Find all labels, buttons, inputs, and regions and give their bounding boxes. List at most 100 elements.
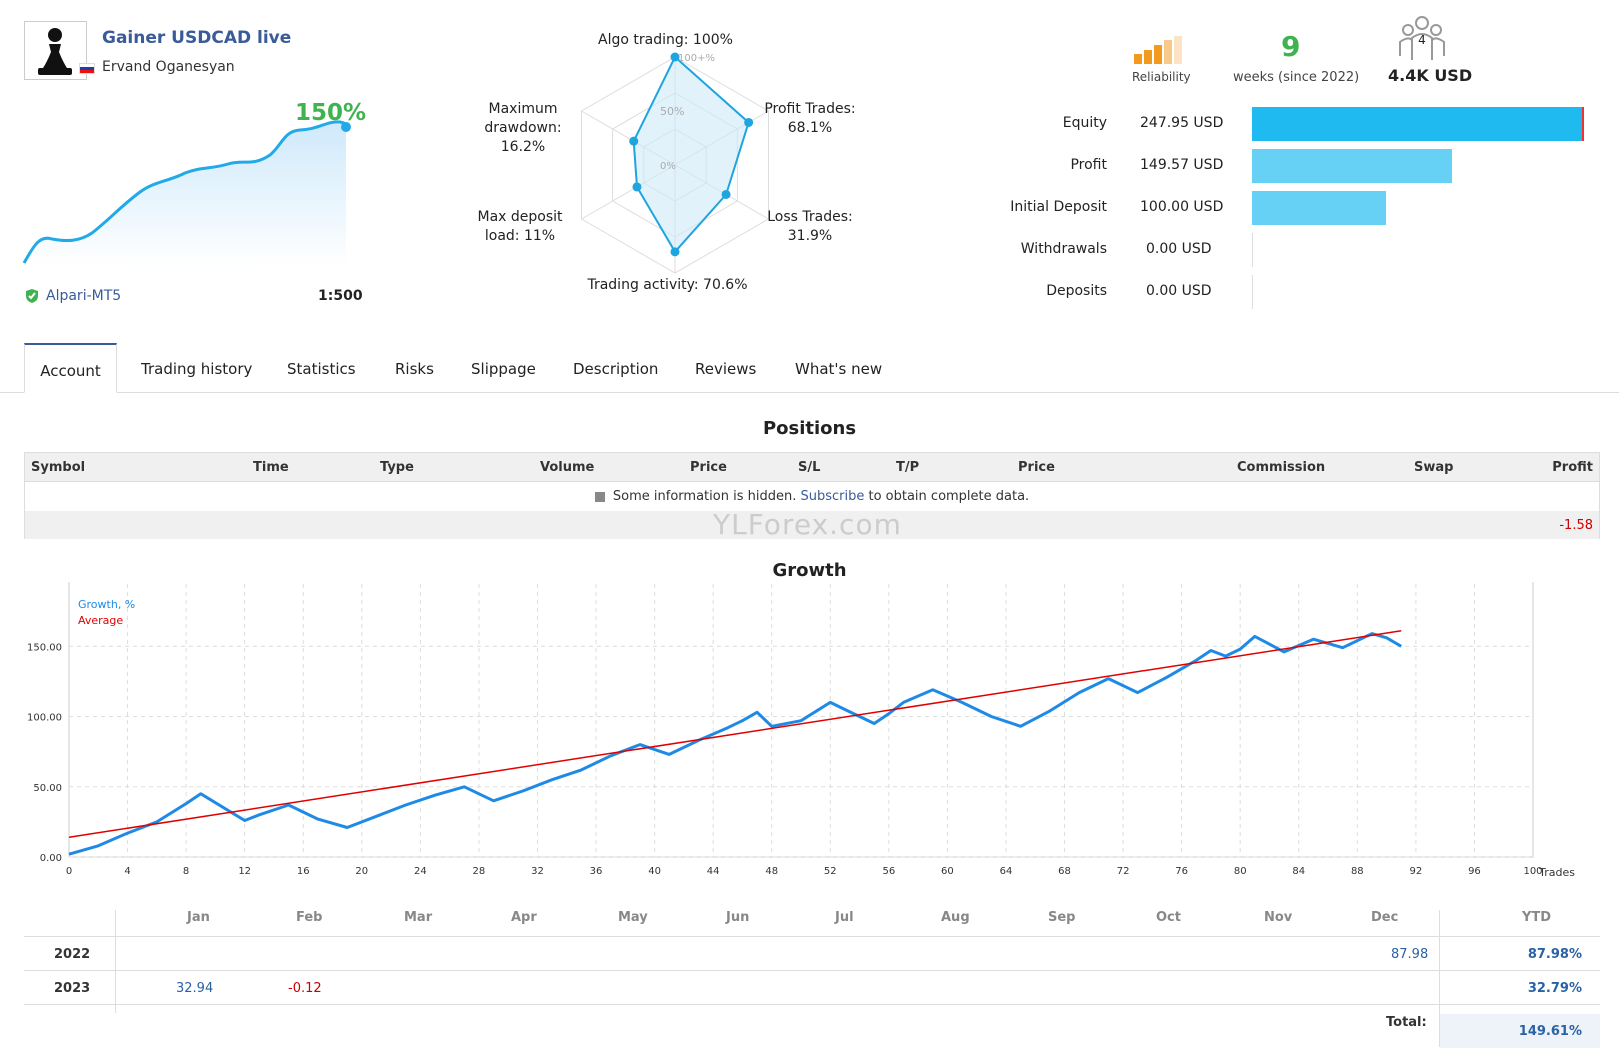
col-volume[interactable]: Volume	[540, 460, 595, 475]
radar-scale-0: 0%	[660, 161, 676, 172]
value-2023-jan: 32.94	[176, 981, 214, 996]
signal-title[interactable]: Gainer USDCAD live	[102, 28, 292, 48]
y-tick-label: 150.00	[27, 642, 62, 653]
x-tick-label: 4	[124, 866, 130, 877]
x-tick-label: 52	[824, 866, 837, 877]
total-label: Total:	[1386, 1015, 1427, 1030]
x-tick-label: 32	[531, 866, 544, 877]
tab-statistics[interactable]: Statistics	[287, 360, 356, 378]
growth-axis-ticks: 0.0050.00100.00150.00200.000481216202428…	[27, 582, 1543, 877]
col-tp[interactable]: T/P	[896, 460, 920, 475]
balance-bar-initial-deposit	[1252, 191, 1386, 225]
radar-label-loss: Loss Trades: 31.9%	[760, 208, 860, 246]
month-header-nov: Nov	[1264, 910, 1293, 925]
positions-table: Symbol Time Type Volume Price S/L T/P Pr…	[24, 452, 1600, 539]
avatar[interactable]	[24, 21, 87, 80]
total-value: 149.61%	[1518, 1024, 1582, 1039]
radar-label-drawdown: Maximum drawdown: 16.2%	[478, 100, 568, 157]
col-price-open[interactable]: Price	[690, 460, 727, 475]
col-type[interactable]: Type	[380, 460, 414, 475]
growth-title: Growth	[772, 560, 847, 581]
radar-point-algo	[670, 52, 680, 62]
year-2023: 2023	[54, 981, 91, 996]
radar-label-deposit: Max deposit load: 11%	[470, 208, 570, 246]
tab-whats-new[interactable]: What's new	[795, 360, 883, 378]
tab-trading-history[interactable]: Trading history	[141, 360, 253, 378]
col-profit[interactable]: Profit	[1552, 460, 1593, 475]
x-tick-label: 84	[1292, 866, 1305, 877]
hidden-info-notice: Some information is hidden. Subscribe to…	[25, 482, 1599, 511]
mini-growth-chart	[22, 120, 351, 267]
radar-label-drawdown-value: 16.2%	[500, 139, 546, 155]
reliability-label: Reliability	[1132, 70, 1191, 84]
month-header-jul: Jul	[835, 910, 854, 925]
reliability-bars-icon	[1134, 36, 1182, 64]
tab-description[interactable]: Description	[573, 360, 659, 378]
col-time[interactable]: Time	[253, 460, 289, 475]
value-2023-feb: -0.12	[288, 981, 322, 996]
verified-shield-icon	[26, 289, 38, 303]
radar-point-loss	[721, 189, 731, 199]
month-header-oct: Oct	[1156, 910, 1181, 925]
month-header-apr: Apr	[511, 910, 537, 925]
col-symbol[interactable]: Symbol	[31, 460, 86, 475]
month-header-feb: Feb	[296, 910, 323, 925]
radar-label-profit: Profit Trades: 68.1%	[760, 100, 860, 138]
pawn-icon	[38, 28, 72, 75]
ytd-2022: 87.98%	[1527, 947, 1582, 962]
growth-series	[68, 630, 1402, 856]
legend-growth: Growth, %	[78, 598, 135, 611]
y-tick-label: 100.00	[27, 713, 62, 724]
hidden-info-text: Some information is hidden.	[612, 489, 797, 504]
x-tick-label: 80	[1234, 866, 1247, 877]
growth-grid	[68, 582, 1534, 858]
balance-value-equity: 247.95 USD	[1140, 115, 1224, 131]
tab-reviews[interactable]: Reviews	[695, 360, 757, 378]
leverage: 1:500	[318, 288, 363, 304]
balance-value-deposits: 0.00 USD	[1146, 283, 1212, 299]
x-tick-label: 64	[1000, 866, 1013, 877]
month-header-aug: Aug	[941, 910, 970, 925]
radar-label-deposit-title: Max deposit	[477, 209, 563, 225]
col-swap[interactable]: Swap	[1414, 460, 1454, 475]
x-tick-label: 36	[590, 866, 603, 877]
x-tick-label: 12	[238, 866, 251, 877]
col-price-current[interactable]: Price	[1018, 460, 1055, 475]
balance-value-profit: 149.57 USD	[1140, 157, 1224, 173]
broker-link[interactable]: Alpari-MT5	[46, 288, 122, 304]
author-name[interactable]: Ervand Oganesyan	[102, 59, 235, 75]
balance-bar-withdrawals	[1252, 233, 1253, 267]
x-tick-label: 24	[414, 866, 427, 877]
x-tick-label: 48	[765, 866, 778, 877]
col-commission[interactable]: Commission	[1237, 460, 1326, 475]
info-icon	[594, 491, 605, 502]
x-tick-label: 8	[183, 866, 189, 877]
month-header-mar: Mar	[404, 910, 433, 925]
x-tick-label: 56	[882, 866, 895, 877]
x-tick-label: 0	[66, 866, 72, 877]
radar-label-algo: Algo trading: 100%	[598, 32, 733, 48]
tab-risks[interactable]: Risks	[395, 360, 434, 378]
x-tick-label: 28	[473, 866, 486, 877]
positions-total-profit: -1.58	[1559, 518, 1593, 533]
ytd-2023: 32.79%	[1527, 981, 1582, 996]
subscribers-funds: 4.4K USD	[1388, 66, 1473, 85]
year-column-divider	[115, 910, 116, 1013]
total-cell: 149.61%	[1440, 1014, 1600, 1048]
subscribe-link[interactable]: Subscribe	[800, 489, 865, 504]
radar-point-deposit	[632, 182, 642, 192]
tab-slippage[interactable]: Slippage	[471, 360, 536, 378]
radar-scale-100: 100+%	[678, 53, 715, 64]
radar-label-deposit-value: load: 11%	[484, 228, 556, 244]
tab-account[interactable]: Account	[24, 343, 117, 393]
balance-label-initial-deposit: Initial Deposit	[1010, 199, 1107, 215]
balance-value-initial-deposit: 100.00 USD	[1140, 199, 1224, 215]
y-tick-label: 0.00	[40, 853, 62, 864]
radar-points	[629, 52, 754, 257]
legend-average: Average	[78, 614, 123, 627]
year-row-2022: 2022 87.98 87.98%	[24, 936, 1600, 970]
col-sl[interactable]: S/L	[798, 460, 821, 475]
weeks-count: 9	[1281, 30, 1301, 63]
russia-flag-icon	[79, 63, 95, 74]
x-tick-label: 92	[1410, 866, 1423, 877]
